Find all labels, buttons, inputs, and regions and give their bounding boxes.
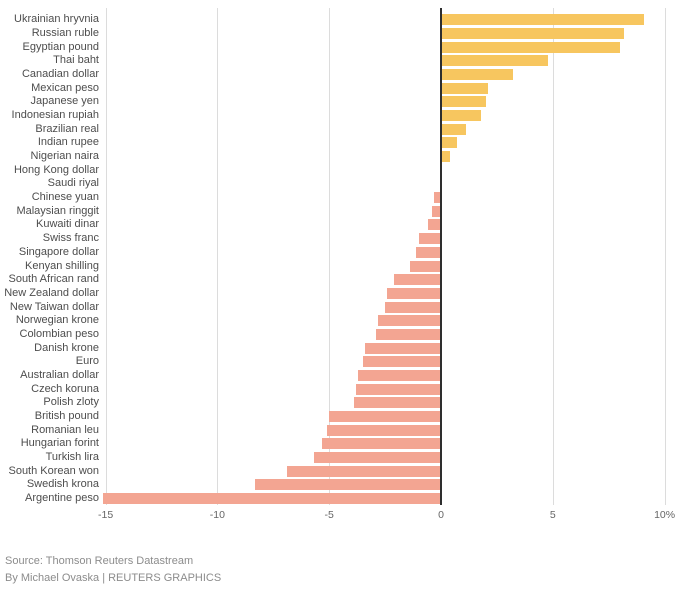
bar-positive [441,55,549,67]
gridline [329,8,331,505]
bar-negative [376,328,441,340]
source-credit: Source: Thomson Reuters Datastream By Mi… [5,553,221,587]
gridline [664,8,666,505]
bar-positive [441,109,482,121]
bar-negative [255,479,441,491]
bar-negative [322,438,441,450]
bar-negative [103,493,441,505]
currency-label: South African rand [8,273,99,286]
currency-label: New Taiwan dollar [9,300,99,313]
gridline [217,8,219,505]
bar-negative [409,260,441,272]
bar-positive [441,41,620,53]
bar-positive [441,137,457,149]
currency-label: Nigerian naira [30,150,99,163]
axis-tick-label: 5 [549,509,556,521]
currency-label: New Zealand dollar [4,286,99,299]
bar-negative [313,452,441,464]
bar-negative [427,219,441,231]
bar-negative [286,465,441,477]
bar-negative [358,370,441,381]
currency-label: Singapore dollar [18,245,99,258]
axis-tick-label: -5 [324,509,334,521]
currency-label: Ukrainian hryvnia [14,13,99,26]
bar-negative [378,315,441,327]
currency-label: Chinese yuan [31,191,99,204]
bar-positive [441,82,488,94]
currency-label: Malaysian ringgit [16,204,99,217]
bar-positive [441,96,486,108]
gridline [552,8,554,505]
currency-label: Romanian leu [31,423,99,436]
currency-label: Canadian dollar [21,67,99,80]
bar-negative [385,301,441,313]
bar-negative [418,233,441,245]
currency-label: Brazilian real [35,122,99,135]
currency-label: Euro [75,355,99,368]
currency-label: Swiss franc [42,232,99,245]
bar-negative [394,274,441,286]
bar-negative [432,205,441,217]
bar-negative [364,342,441,354]
currency-label: Swedish krona [26,478,99,491]
currency-label: Japanese yen [30,95,100,108]
currency-label: Polish zloty [43,396,99,409]
currency-label: Hong Kong dollar [13,163,99,176]
bar-negative [326,424,441,436]
bar-positive [441,68,513,80]
currency-label: Russian ruble [31,26,99,39]
bar-negative [434,192,441,204]
currency-label: Indian rupee [37,136,99,149]
currency-label: Indonesian rupiah [11,108,99,121]
currency-label: Kenyan shilling [25,259,99,272]
axis-tick-label: 0 [438,509,444,521]
currency-label: Turkish lira [45,451,99,464]
currency-label: Egyptian pound [22,40,99,53]
axis-tick-label: -10 [209,509,225,521]
currency-label: Czech koruna [31,382,99,395]
currency-label: Australian dollar [20,369,99,381]
currency-label: Norwegian krone [15,314,99,327]
axis-tick-label: 10% [654,509,676,521]
bar-positive [441,27,625,39]
bar-negative [362,356,441,368]
bar-negative [353,397,441,409]
zero-axis-line [440,8,442,505]
byline: By Michael Ovaska | REUTERS GRAPHICS [5,572,222,584]
bar-negative [387,287,441,299]
bar-negative [356,383,441,395]
currency-label: Colombian peso [19,327,100,340]
currency-label: Thai baht [53,54,99,67]
gridline [105,8,107,505]
currency-label: Kuwaiti dinar [36,218,99,231]
currency-label: Saudi riyal [47,177,99,190]
currency-label: South Korean won [8,464,99,477]
bar-positive [441,14,645,26]
axis-tick-label: -15 [98,509,114,521]
currency-label: Mexican peso [31,81,99,94]
currency-label: British pound [34,410,99,423]
bar-positive [441,151,450,163]
bar-chart-plot-area: -15 -10 -5 0 5 10% Ukrainian hryvnia Russian ru… [4,8,676,521]
bar-negative [329,411,441,423]
currency-label: Argentine peso [25,492,99,505]
bar-negative [416,246,441,258]
bar-positive [441,123,466,135]
currency-label: Hungarian forint [20,437,99,450]
currency-label: Danish krone [34,341,99,354]
source-line: Source: Thomson Reuters Datastream [5,555,194,567]
